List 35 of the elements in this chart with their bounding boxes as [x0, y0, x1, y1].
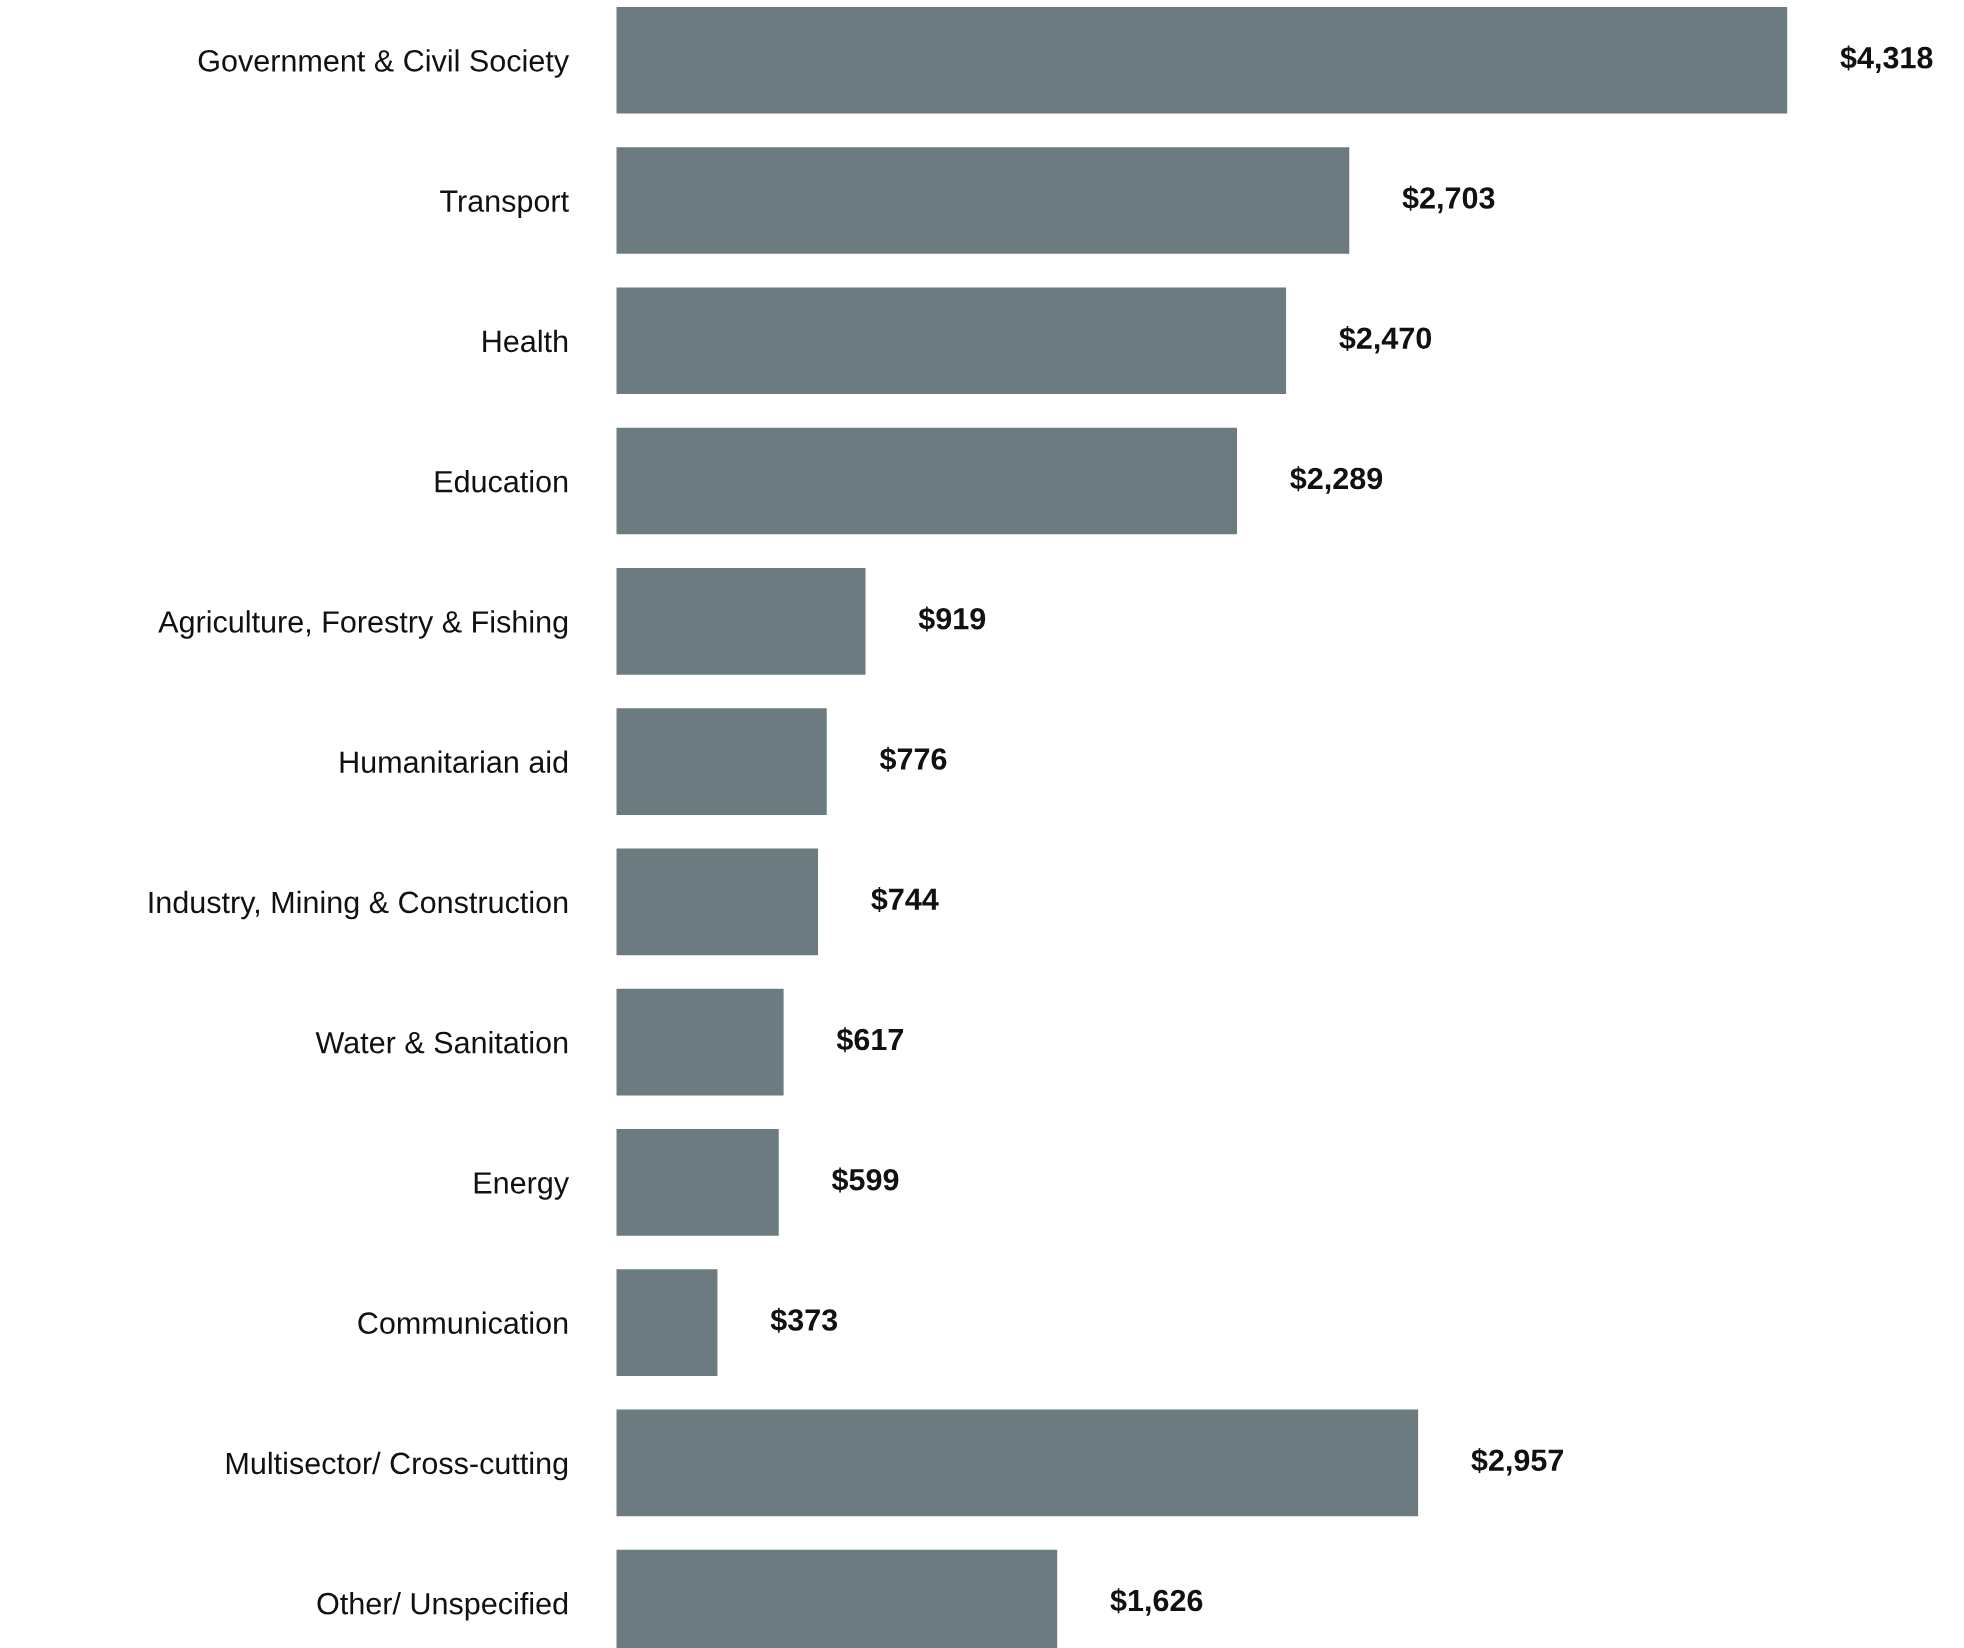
- y-tick-label: Transport: [440, 190, 569, 218]
- y-tick-label: Education: [435, 470, 568, 493]
- data-label: $599: [831, 1167, 899, 1193]
- data-label: $617: [836, 1027, 904, 1053]
- y-tick-label: Water & Sanitation: [315, 1031, 568, 1054]
- data-label: $2,703: [1402, 185, 1495, 214]
- data-label: $2,470: [1339, 326, 1432, 354]
- y-tick-label: Agriculture, Forestry & Fishing: [158, 610, 568, 639]
- y-tick-label: Government & Civil Society: [198, 49, 570, 78]
- y-tick-label: Other/ Unspecified: [317, 1592, 568, 1621]
- y-tick-label: Energy: [474, 1172, 570, 1200]
- y-tick-label: Industry, Mining & Construction: [149, 890, 568, 920]
- data-label: $2,289: [1290, 466, 1383, 494]
- data-label: $373: [770, 1307, 838, 1333]
- bar: [616, 147, 1350, 254]
- bar: [616, 427, 1237, 535]
- bar: [616, 988, 784, 1096]
- y-tick-label: Humanitarian aid: [340, 750, 568, 773]
- y-tick-label: Health: [483, 329, 568, 353]
- bar: [616, 1269, 718, 1376]
- y-tick-label: Multisector/ Cross-cutting: [226, 1451, 568, 1481]
- data-label: $744: [871, 887, 939, 913]
- bar: [616, 7, 1788, 114]
- data-label: $4,318: [1840, 45, 1933, 73]
- data-label: $776: [879, 746, 947, 772]
- data-label: $919: [918, 606, 986, 632]
- bar: [616, 1129, 779, 1236]
- bar: [616, 708, 827, 815]
- data-label: $2,957: [1471, 1448, 1564, 1476]
- y-tick-label: Communication: [358, 1311, 568, 1334]
- bar: [616, 568, 866, 675]
- bar: [616, 1409, 1419, 1517]
- bar: [616, 287, 1287, 395]
- data-label: $1,626: [1110, 1588, 1203, 1616]
- bar: [616, 848, 819, 956]
